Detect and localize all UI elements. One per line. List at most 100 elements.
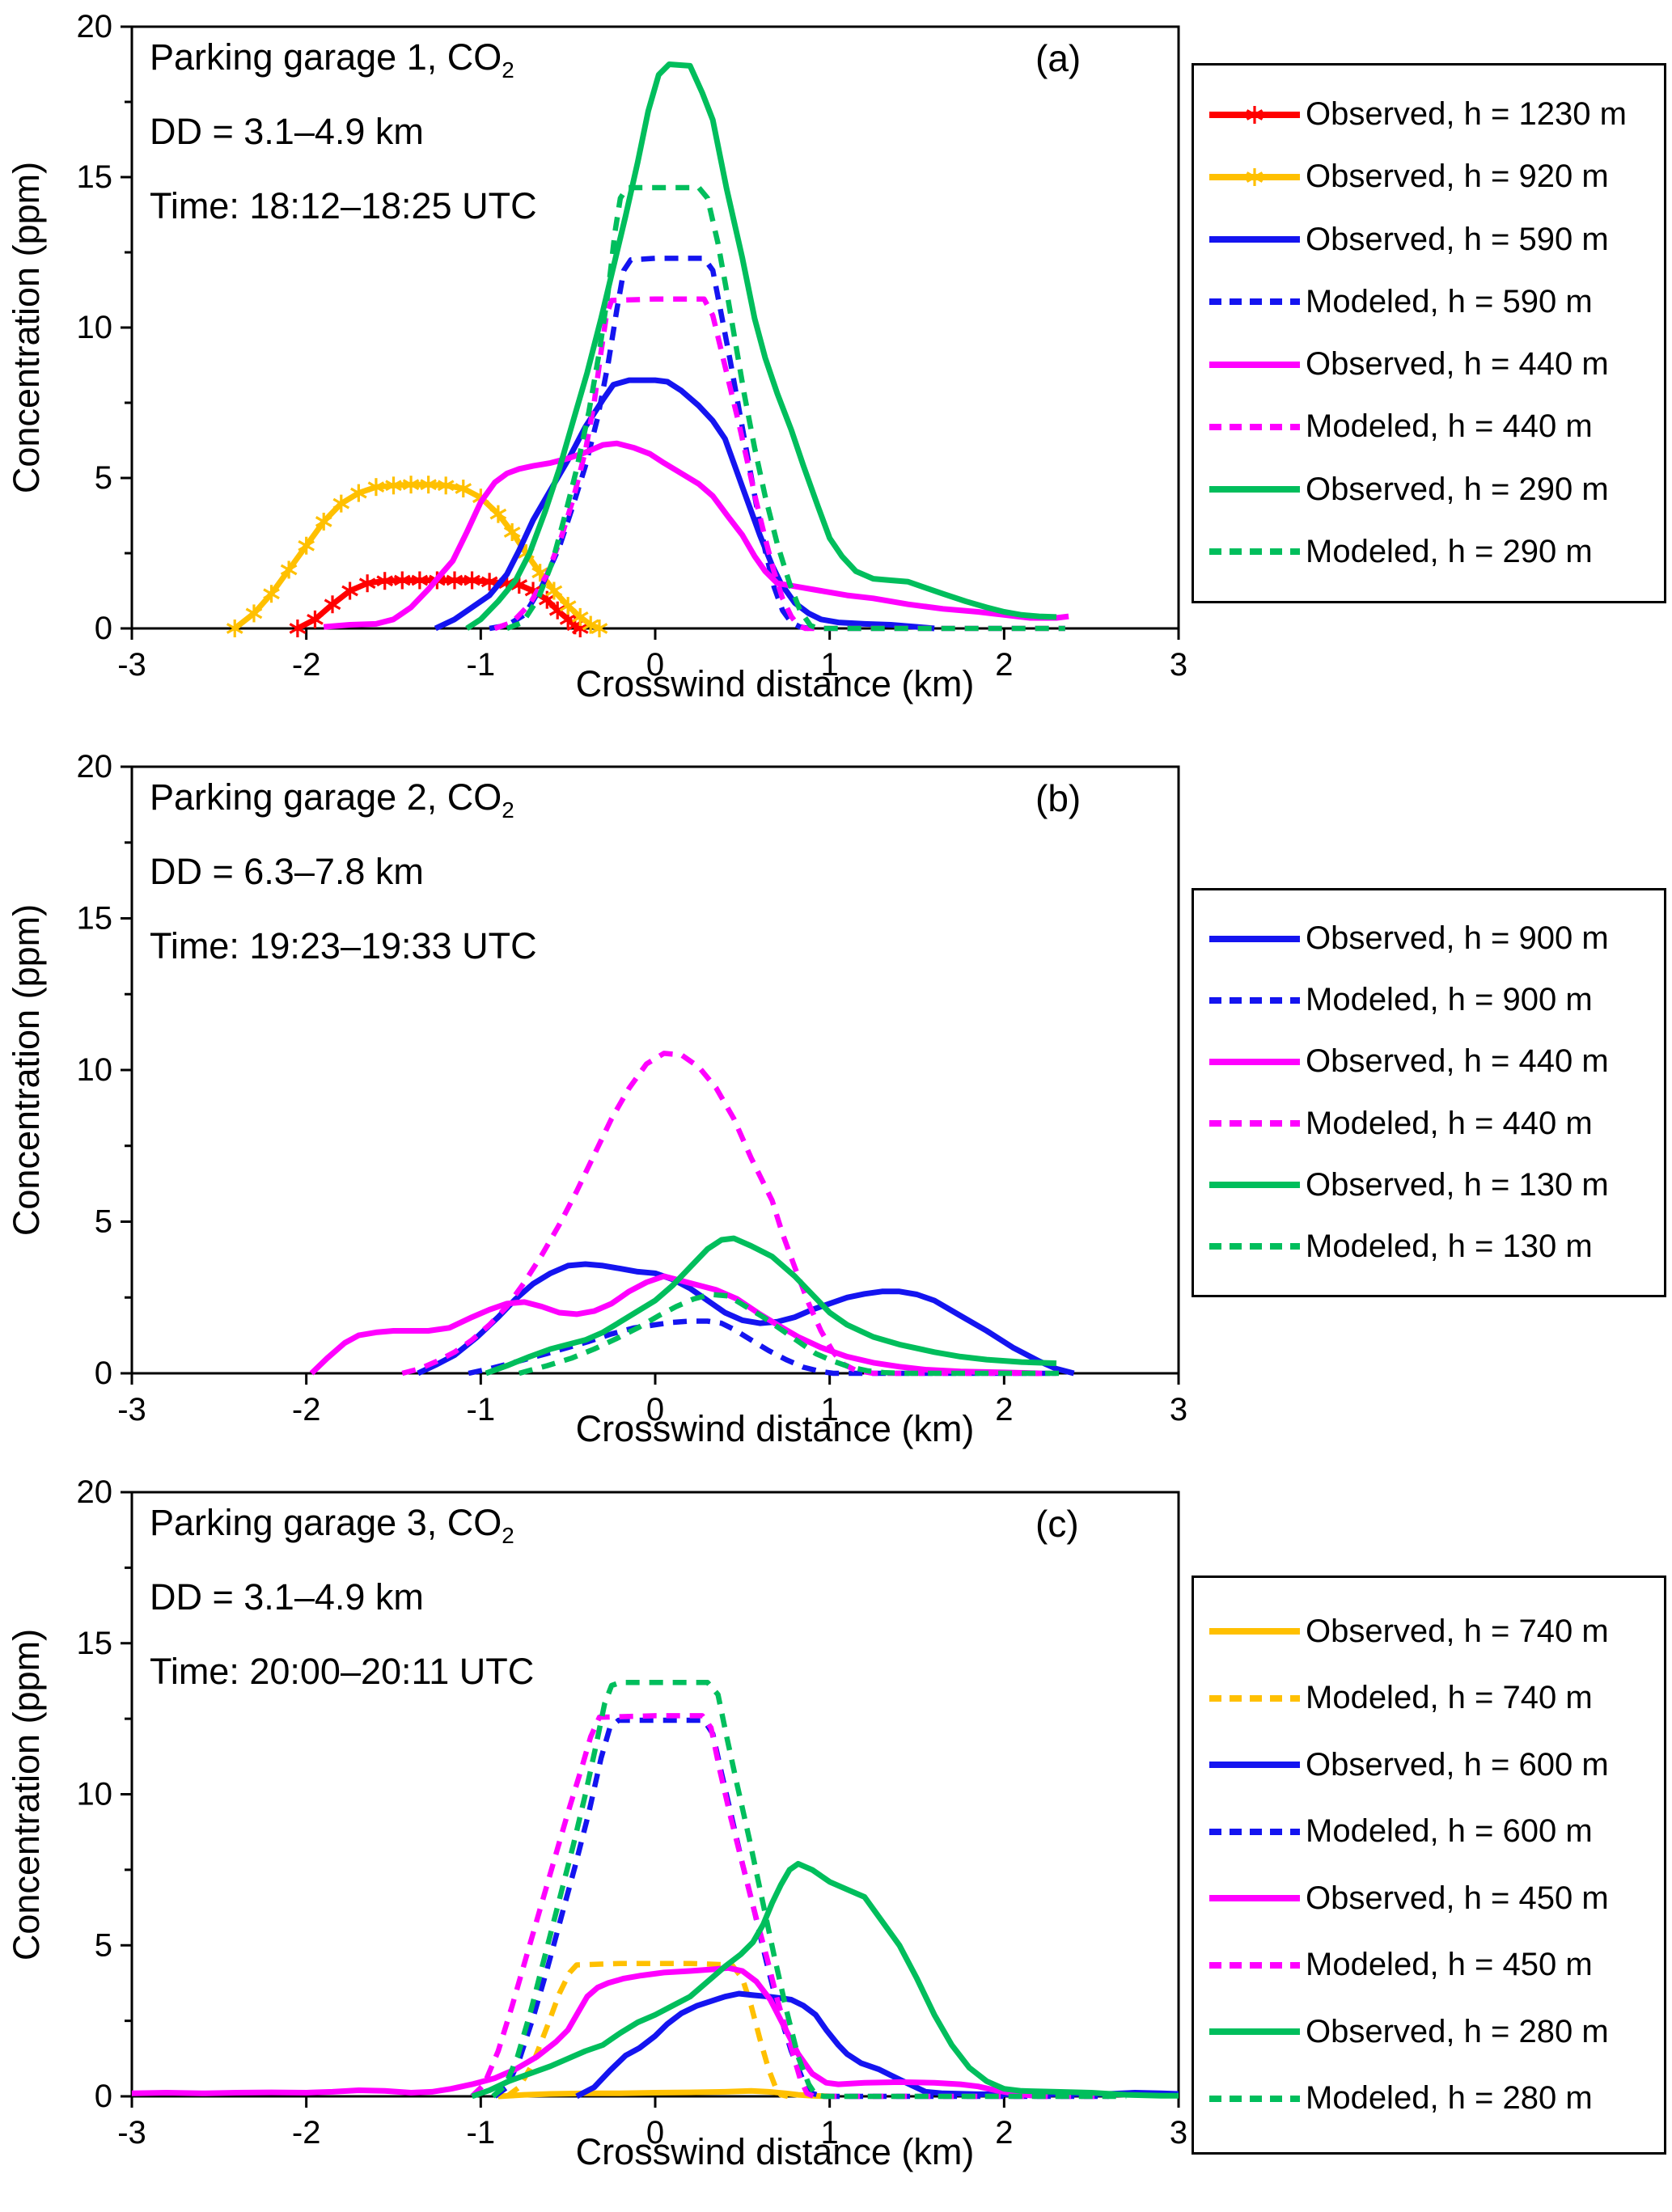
legend-sample-line <box>1209 935 1300 942</box>
panel-title: Parking garage 2, CO2 <box>150 779 514 822</box>
series-line-observed-h-440-m <box>323 440 1069 630</box>
y-tick-label: 15 <box>77 1626 113 1661</box>
legend-sample-line <box>1209 1762 1300 1769</box>
legend-sample-line <box>1209 2095 1300 2102</box>
legend-item: Observed, h = 290 m <box>1207 472 1664 508</box>
legend-label: Observed, h = 450 m <box>1306 1880 1609 1916</box>
legend-sample-line <box>1209 1058 1300 1065</box>
legend-item: Modeled, h = 600 m <box>1207 1813 1664 1850</box>
x-tick-label: 0 <box>646 2115 664 2151</box>
panel-title-text: Parking garage 1, CO <box>150 36 502 78</box>
legend-label: Observed, h = 920 m <box>1306 159 1609 195</box>
legend-item: Observed, h = 590 m <box>1207 222 1664 258</box>
y-tick-label: 5 <box>95 460 112 496</box>
legend-sample-line <box>1209 1628 1300 1635</box>
legend-item: Observed, h = 130 m <box>1207 1167 1664 1203</box>
y-axis-title: Concentration (ppm) <box>6 903 47 1237</box>
legend-item: Observed, h = 450 m <box>1207 1880 1664 1917</box>
panel-title-text: Parking garage 3, CO <box>150 1502 502 1543</box>
y-tick-label: 20 <box>77 9 113 44</box>
series-line-modeled-h-450-m <box>470 1713 1109 2100</box>
series-line-modeled-h-440-m <box>401 1051 1056 1377</box>
downwind-distance-label: DD = 6.3–7.8 km <box>150 851 424 892</box>
panel-title-subscript: 2 <box>502 1523 514 1548</box>
x-axis-title: Crosswind distance (km) <box>575 1408 975 1449</box>
y-axis-title: Concentration (ppm) <box>6 161 47 494</box>
x-tick-label: 2 <box>995 647 1013 683</box>
panel-tag: (a) <box>1035 37 1082 79</box>
x-tick-label: 1 <box>821 2115 839 2151</box>
y-tick-label: 20 <box>77 1474 113 1510</box>
legend-item: Modeled, h = 740 m <box>1207 1680 1664 1716</box>
legend-sample-line <box>1209 1120 1300 1127</box>
x-tick-label: -1 <box>467 1392 496 1427</box>
panel-title-text: Parking garage 2, CO <box>150 776 502 818</box>
legend-sample-line <box>1209 298 1300 306</box>
legend-1: Observed, h = 1230 m Observed, h = 920 m O… <box>1192 63 1666 603</box>
legend-label: Observed, h = 440 m <box>1306 1043 1609 1080</box>
legend-item: Observed, h = 440 m <box>1207 1043 1664 1080</box>
series-line-observed-h-290-m <box>465 61 1057 631</box>
series-line-modeled-h-440-m <box>493 296 1065 632</box>
x-tick-label: 3 <box>1170 2115 1187 2151</box>
legend-sample-line <box>1209 548 1300 556</box>
series-line-observed-h-590-m <box>434 377 935 632</box>
x-tick-label: -3 <box>117 647 146 683</box>
y-tick-label: 0 <box>95 611 112 646</box>
legend-sample-line <box>1209 1828 1300 1835</box>
legend-sample-line <box>1209 996 1300 1004</box>
legend-3: Observed, h = 740 m Modeled, h = 740 m Obs… <box>1192 1575 1666 2155</box>
legend-label: Observed, h = 280 m <box>1306 2013 1609 2049</box>
x-axis-title: Crosswind distance (km) <box>575 663 975 704</box>
legend-2: Observed, h = 900 m Modeled, h = 900 m Obs… <box>1192 888 1666 1297</box>
series-line-modeled-h-130-m <box>518 1292 1065 1377</box>
panel-title-subscript: 2 <box>502 57 514 82</box>
x-tick-label: -2 <box>292 647 321 683</box>
x-tick-label: 2 <box>995 1392 1013 1427</box>
x-tick-label: -1 <box>467 647 496 683</box>
y-axis-title: Concentration (ppm) <box>6 1628 47 1960</box>
legend-item: Observed, h = 440 m <box>1207 346 1664 383</box>
legend-label: Observed, h = 600 m <box>1306 1746 1609 1783</box>
series-line-observed-h-440-m <box>309 1273 1039 1377</box>
series-line-modeled-h-740-m <box>505 1960 789 2100</box>
y-tick-label: 10 <box>77 1052 113 1088</box>
legend-label: Modeled, h = 280 m <box>1306 2080 1593 2117</box>
legend-sample-line <box>1209 2028 1300 2036</box>
legend-label: Modeled, h = 590 m <box>1306 283 1593 319</box>
legend-label: Observed, h = 590 m <box>1306 221 1609 257</box>
legend-label: Modeled, h = 290 m <box>1306 533 1593 569</box>
legend-label: Observed, h = 740 m <box>1306 1613 1609 1649</box>
legend-label: Modeled, h = 450 m <box>1306 1947 1593 1983</box>
legend-item: Observed, h = 600 m <box>1207 1747 1664 1783</box>
x-tick-label: 1 <box>821 647 839 683</box>
legend-item: Modeled, h = 280 m <box>1207 2080 1664 2117</box>
legend-sample-line <box>1209 1182 1300 1189</box>
legend-label: Modeled, h = 440 m <box>1306 408 1593 445</box>
legend-item: Observed, h = 900 m <box>1207 920 1664 957</box>
y-tick-label: 15 <box>77 159 113 195</box>
legend-label: Observed, h = 290 m <box>1306 471 1609 507</box>
legend-label: Observed, h = 1230 m <box>1306 96 1627 133</box>
x-tick-label: -3 <box>117 1392 146 1427</box>
time-range-label: Time: 19:23–19:33 UTC <box>150 925 537 966</box>
legend-item: Modeled, h = 900 m <box>1207 982 1664 1018</box>
series-line-modeled-h-290-m <box>506 184 1065 632</box>
legend-sample-line <box>1209 1895 1300 1902</box>
x-tick-label: 2 <box>995 2115 1013 2151</box>
y-tick-label: 0 <box>95 2079 112 2114</box>
y-tick-label: 15 <box>77 901 113 937</box>
time-range-label: Time: 20:00–20:11 UTC <box>150 1651 535 1692</box>
legend-label: Modeled, h = 740 m <box>1306 1680 1593 1716</box>
downwind-distance-label: DD = 3.1–4.9 km <box>150 111 424 152</box>
series-line-modeled-h-280-m <box>491 1680 1127 2100</box>
panel-b: 0 5 10 15 20 -3 -2 -1 0 1 2 3 <box>77 749 1188 1427</box>
legend-label: Observed, h = 900 m <box>1306 920 1609 957</box>
legend-sample-line <box>1209 105 1300 124</box>
time-range-label: Time: 18:12–18:25 UTC <box>150 185 537 226</box>
x-tick-label: 0 <box>646 1392 664 1427</box>
legend-sample-line <box>1209 167 1300 186</box>
x-tick-label: -2 <box>292 2115 321 2151</box>
y-tick-label: 5 <box>95 1927 112 1963</box>
